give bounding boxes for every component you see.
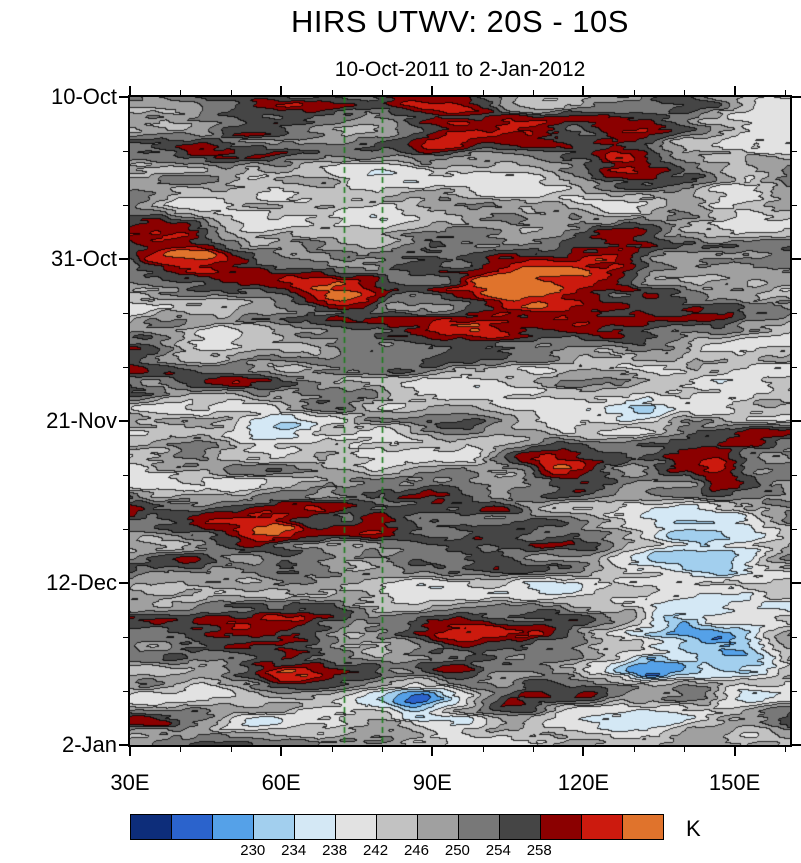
colorbar-segment (131, 815, 172, 839)
colorbar-segment (172, 815, 213, 839)
colorbar-segment (377, 815, 418, 839)
x-minor-tick (684, 747, 686, 752)
plot-area (128, 95, 792, 747)
x-minor-tick (633, 90, 635, 95)
colorbar-segment (500, 815, 541, 839)
x-major-tick (129, 86, 131, 95)
y-major-tick (792, 258, 801, 260)
y-major-tick (792, 744, 801, 746)
y-tick-label: 31-Oct (50, 246, 117, 271)
y-minor-tick (792, 367, 797, 368)
colorbar-tick-label: 230 (240, 842, 266, 859)
y-major-tick (792, 582, 801, 584)
y-tick-label: 10-Oct (50, 84, 117, 109)
x-tick-label: 150E (708, 770, 761, 795)
colorbar-tick-label: 250 (444, 842, 470, 859)
colorbar-segment (295, 815, 336, 839)
y-minor-tick (792, 313, 797, 314)
y-minor-tick (792, 475, 797, 476)
x-minor-tick (784, 90, 786, 95)
y-minor-tick (123, 691, 128, 692)
x-major-tick (431, 747, 434, 756)
y-minor-tick (792, 151, 797, 152)
x-minor-tick (684, 90, 686, 95)
x-major-tick (733, 747, 736, 756)
colorbar-segment (541, 815, 582, 839)
x-minor-tick (230, 747, 232, 752)
y-minor-tick (123, 529, 128, 530)
x-minor-tick (331, 90, 333, 95)
x-tick-label: 60E (261, 770, 301, 795)
x-minor-tick (331, 747, 333, 752)
x-minor-tick (533, 90, 535, 95)
y-minor-tick (123, 475, 128, 476)
colorbar-tick-label: 242 (363, 842, 389, 859)
colorbar-segment (213, 815, 254, 839)
y-minor-tick (792, 637, 797, 638)
x-minor-tick (784, 747, 786, 752)
chart-title: HIRS UTWV: 20S - 10S (291, 4, 629, 39)
y-minor-tick (123, 151, 128, 152)
x-major-tick (582, 747, 585, 756)
colorbar-tick-label: 254 (485, 842, 511, 859)
x-major-tick (733, 86, 736, 95)
colorbar-unit-label: K (686, 816, 701, 841)
x-tick-label: 120E (557, 770, 610, 795)
heatmap-canvas (130, 97, 790, 745)
colorbar-segment (254, 815, 295, 839)
x-major-tick (280, 747, 283, 756)
colorbar (130, 814, 664, 840)
x-minor-tick (180, 747, 182, 752)
x-tick-label: 90E (412, 770, 452, 795)
x-major-tick (129, 747, 131, 756)
y-major-tick (119, 582, 128, 584)
colorbar-segment (459, 815, 500, 839)
y-major-tick (119, 96, 128, 98)
x-minor-tick (633, 747, 635, 752)
y-major-tick (792, 420, 801, 422)
x-minor-tick (533, 747, 535, 752)
y-minor-tick (123, 367, 128, 368)
chart-subtitle: 10-Oct-2011 to 2-Jan-2012 (334, 58, 586, 81)
x-minor-tick (180, 90, 182, 95)
x-minor-tick (381, 747, 383, 752)
y-minor-tick (792, 529, 797, 530)
x-major-tick (582, 86, 585, 95)
colorbar-tick-label: 234 (281, 842, 307, 859)
y-minor-tick (123, 205, 128, 206)
x-major-tick (431, 86, 434, 95)
x-minor-tick (482, 747, 484, 752)
colorbar-segment (418, 815, 459, 839)
x-tick-label: 30E (110, 770, 150, 795)
x-major-tick (280, 86, 283, 95)
colorbar-tick-label: 258 (526, 842, 552, 859)
x-minor-tick (381, 90, 383, 95)
x-minor-tick (230, 90, 232, 95)
colorbar-segment (336, 815, 377, 839)
y-minor-tick (792, 691, 797, 692)
y-tick-label: 2-Jan (61, 732, 117, 757)
y-minor-tick (123, 313, 128, 314)
y-major-tick (792, 96, 801, 98)
y-major-tick (119, 258, 128, 260)
colorbar-segment (582, 815, 623, 839)
y-tick-label: 21-Nov (46, 408, 117, 433)
colorbar-tick-label: 238 (322, 842, 348, 859)
colorbar-tick-label: 246 (403, 842, 429, 859)
x-minor-tick (482, 90, 484, 95)
y-minor-tick (123, 637, 128, 638)
y-major-tick (119, 744, 128, 746)
y-minor-tick (792, 205, 797, 206)
y-tick-label: 12-Dec (46, 570, 117, 595)
colorbar-segment (623, 815, 663, 839)
y-major-tick (119, 420, 128, 422)
